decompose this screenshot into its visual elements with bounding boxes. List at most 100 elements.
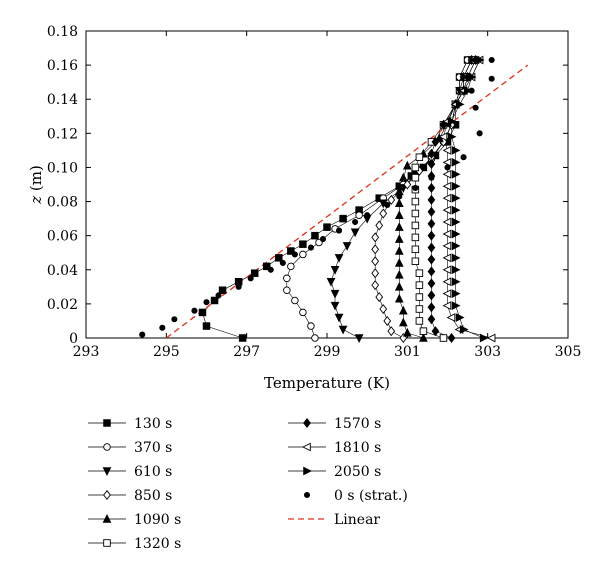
x-tick-label: 297 [233,344,260,360]
data-point [334,254,344,263]
data-point [215,292,222,299]
data-point [263,262,271,271]
data-point [384,201,391,209]
data-point [472,104,479,111]
legend-item: 1570 s [288,416,381,432]
data-point [451,181,461,191]
legend-label: 130 s [134,416,172,432]
data-point [428,174,435,181]
data-point [394,234,404,243]
data-point [488,75,495,82]
legend-item: Linear [288,512,380,528]
data-point [159,324,166,331]
x-tick-label: 293 [73,344,100,360]
data-point [396,193,403,200]
plot-frame [85,30,569,339]
data-point [323,223,331,231]
series-line-1090-s [399,59,472,339]
data-point [488,56,495,64]
data-point [468,87,475,94]
data-point [394,257,404,267]
data-point [394,269,404,279]
data-point [427,159,436,170]
data-point [375,220,384,231]
data-point [210,296,219,305]
data-point [451,217,461,227]
data-point [411,245,420,254]
legend-item: 1090 s [88,512,181,528]
legend-label: 610 s [134,464,172,480]
data-point [299,308,307,317]
data-point [479,333,489,343]
data-point [334,313,344,323]
x-tick-label: 299 [314,344,341,360]
data-point [411,173,420,182]
data-point [311,231,319,240]
data-point [287,262,295,271]
data-point [442,277,452,287]
data-point [394,281,404,291]
legend-marker [102,514,112,523]
data-point [415,293,424,301]
data-point [427,194,436,205]
data-point [451,301,461,310]
data-point [139,331,146,338]
data-point [442,146,452,155]
data-point [447,117,457,126]
legend-label: 1320 s [134,536,181,552]
data-point [427,302,436,313]
legend-marker [103,539,111,547]
legend-marker [302,442,311,452]
data-point [371,244,380,255]
data-point [371,256,380,267]
y-tick-label: 0.12 [47,126,78,142]
data-point [427,278,436,289]
data-point [287,247,295,255]
data-point [352,218,359,226]
data-point [411,233,420,242]
legend: 130 s 370 s 610 s 850 s 1090 s 1320 s 1570 s 18… [88,416,408,552]
data-point [431,136,440,147]
data-point [486,333,496,343]
data-point [463,86,473,96]
data-point [342,242,352,251]
tick-labels: 293 295 297 299 301 303 305 0 0.02 0.04 0.06 0.08 0.… [47,24,582,360]
data-point [394,222,404,231]
data-point [446,313,456,322]
data-point [427,290,436,301]
y-tick-label: 0.10 [47,160,78,176]
data-point [383,315,392,326]
data-point [402,327,412,337]
data-point [442,265,452,275]
series-markers [139,54,496,344]
x-tick-label: 303 [474,344,501,360]
data-point [379,208,388,219]
data-point [415,281,424,289]
data-point [326,277,336,287]
legend-label: Linear [334,512,380,528]
data-point [427,314,436,325]
data-point [442,289,452,299]
y-tick-label: 0.14 [47,92,78,108]
data-point [451,241,461,251]
data-point [371,268,380,279]
data-point [442,217,452,227]
data-point [419,327,428,335]
data-point [291,296,299,305]
data-point [299,250,307,259]
data-point [442,241,452,251]
legend-marker [303,417,311,429]
y-axis-label: z (m) [27,165,45,205]
data-point [439,119,448,130]
data-point [299,240,307,248]
x-tick-label: 295 [153,344,180,360]
data-point [455,99,465,109]
data-point [451,169,461,179]
data-point [427,266,436,277]
series-line-850-s [374,59,472,339]
data-point [411,163,420,172]
legend-marker [303,491,311,499]
data-point [411,209,420,218]
y-tick-label: 0.16 [47,58,78,74]
y-tick-label: 0.08 [47,195,78,211]
